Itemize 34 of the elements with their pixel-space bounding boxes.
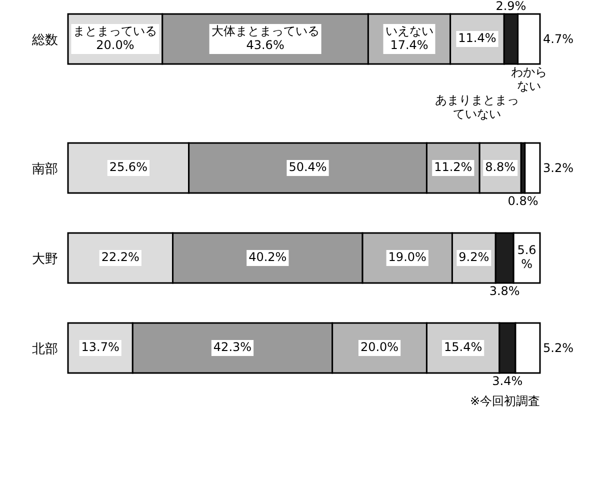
data-label: 11.2% <box>434 160 472 174</box>
data-label: 13.7% <box>81 340 120 354</box>
data-label: 42.3% <box>213 340 252 354</box>
data-label: 22.2% <box>101 250 140 264</box>
data-label: 9.2% <box>458 250 490 264</box>
data-label: 3.8% <box>489 284 520 298</box>
data-label: 2.9% <box>496 0 526 13</box>
series-label: 大体まとまっている <box>211 24 320 38</box>
data-label: 40.2% <box>248 250 287 264</box>
data-label: 19.0% <box>388 250 426 264</box>
y-tick-label: 大野 <box>32 252 58 267</box>
data-label: 8.8% <box>485 160 516 174</box>
y-tick-label: 南部 <box>32 162 58 177</box>
data-label: 43.6% <box>246 38 284 52</box>
series-label: いえない <box>385 24 434 38</box>
data-label: 17.4% <box>390 38 428 52</box>
data-label: 5.6% <box>517 243 536 271</box>
annotation: ※今回初調査 <box>470 394 540 408</box>
series-label: わからない <box>510 65 547 93</box>
series-label: まとまっている <box>73 24 158 38</box>
data-label: 25.6% <box>109 160 148 174</box>
series-label: あまりまとまっていない <box>435 93 520 121</box>
data-label: 50.4% <box>288 160 327 174</box>
data-label: 4.7% <box>543 32 574 46</box>
data-label: 5.2% <box>543 341 574 355</box>
data-label: 3.4% <box>492 374 523 388</box>
data-label: 11.4% <box>458 31 496 45</box>
y-tick-label: 総数 <box>31 33 58 48</box>
data-label: 15.4% <box>444 340 482 354</box>
y-tick-label: 北部 <box>32 342 58 357</box>
data-label: 20.0% <box>360 340 399 354</box>
data-label: 0.8% <box>508 194 538 208</box>
data-label: 20.0% <box>96 38 134 52</box>
data-label: 3.2% <box>543 161 574 175</box>
